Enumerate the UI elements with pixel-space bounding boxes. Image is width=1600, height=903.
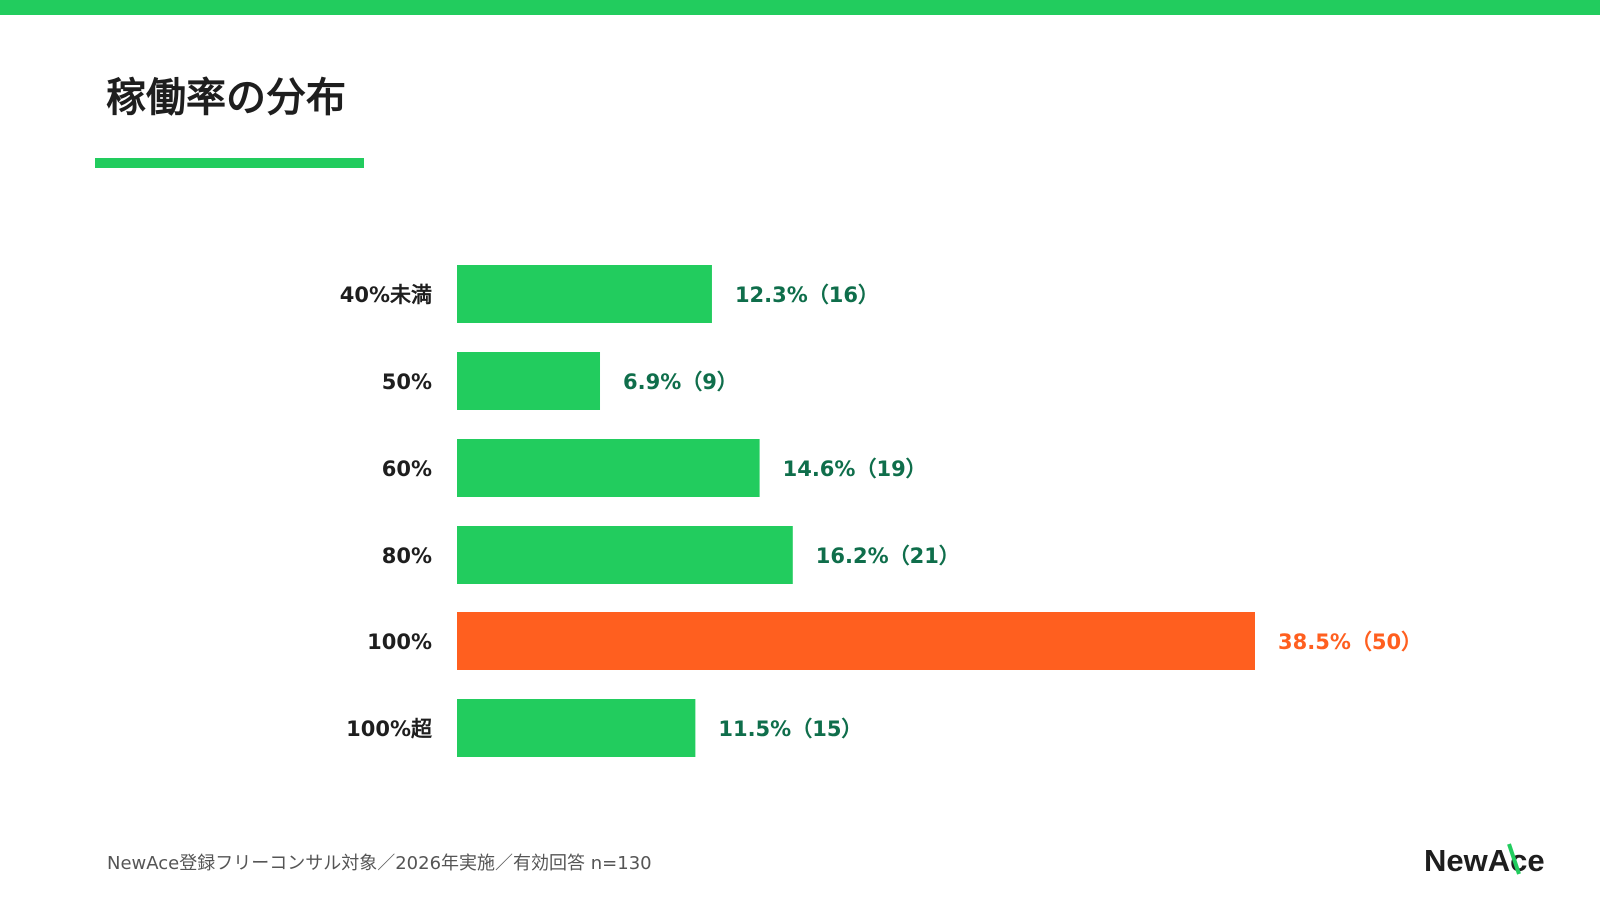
category-label: 100% [367,630,432,654]
category-label: 50% [382,370,432,394]
bar [457,699,696,757]
category-label: 100%超 [346,717,433,741]
value-label: 38.5%（50） [1278,630,1422,654]
footnote: NewAce登録フリーコンサル対象／2026年実施／有効回答 n=130 [107,853,652,874]
top-accent-bar [0,0,1600,15]
newace-logo: NewAce [1424,843,1545,878]
category-label: 60% [382,457,432,481]
bar [457,265,712,323]
value-label: 14.6%（19） [783,457,927,481]
bar [457,352,601,410]
bar-highlight [457,612,1255,670]
category-label: 40%未満 [340,283,432,307]
title-underline [95,158,364,168]
bar [457,439,760,497]
value-label: 12.3%（16） [735,283,879,307]
value-label: 11.5%（15） [718,717,862,741]
value-label: 16.2%（21） [816,544,960,568]
value-label: 6.9%（9） [623,370,738,394]
category-label: 80% [382,544,432,568]
svg-text:NewAce: NewAce [1424,843,1545,878]
page-title: 稼働率の分布 [106,75,346,121]
bar [457,526,793,584]
